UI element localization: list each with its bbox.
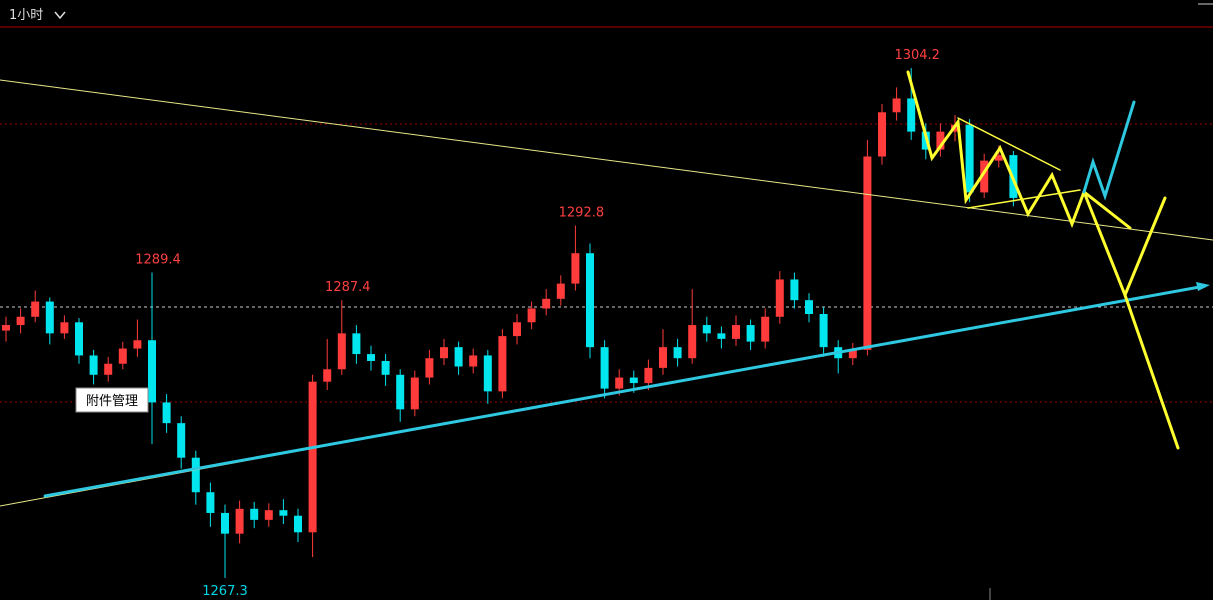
candle-body [440, 347, 448, 359]
drawings [0, 70, 1213, 507]
high-label: 1292.8 [559, 206, 605, 221]
trend-line [957, 117, 1061, 171]
candle-body [892, 98, 901, 113]
low-label: 1267.3 [202, 584, 248, 599]
dropdown-icon[interactable] [54, 11, 66, 20]
candle-body [352, 333, 361, 355]
projection-path [906, 70, 1132, 230]
candle-body [615, 377, 624, 389]
candle-body [162, 402, 171, 424]
candle-body [819, 314, 828, 348]
candle-body [294, 515, 302, 533]
candle-body [31, 301, 40, 317]
candle-body [629, 377, 638, 384]
candle-body [425, 358, 434, 378]
candle-body [75, 322, 83, 356]
candle-body [104, 363, 113, 375]
candle-body [659, 347, 667, 368]
candle-body [980, 160, 989, 193]
candle-body [571, 253, 580, 284]
candle-body [381, 360, 390, 375]
candle-body [907, 98, 916, 132]
candle-body [250, 508, 259, 520]
candle-body [863, 156, 872, 350]
arrow-head [1196, 282, 1210, 291]
candle-body [148, 340, 156, 403]
candle-body [308, 381, 317, 533]
candle-body [206, 492, 215, 513]
candle-body [527, 308, 536, 323]
candle-body [936, 131, 945, 150]
candle-body [673, 347, 682, 359]
candle-body [469, 355, 478, 367]
candle-body [89, 355, 98, 375]
candle-body [542, 298, 551, 309]
candle-body [513, 322, 521, 337]
candle-body [994, 155, 1003, 161]
candle-body [790, 279, 799, 301]
candle-body [965, 124, 974, 193]
candle-body [586, 253, 594, 348]
candle-body [60, 322, 69, 334]
candle-body [2, 325, 10, 331]
candle-body [556, 283, 565, 299]
candle-body [805, 300, 813, 314]
candle-body [323, 369, 332, 382]
high-label: 1304.2 [894, 48, 940, 63]
candle-body [878, 112, 886, 157]
trend-line [43, 284, 1207, 498]
candle-body [16, 316, 25, 326]
candle-body [483, 355, 492, 392]
candle-body [717, 333, 726, 339]
candle-body [191, 457, 200, 493]
candle-body [177, 423, 186, 458]
trend-line [967, 189, 1081, 209]
timeframe[interactable]: 1小时 [9, 8, 43, 23]
candle-body [264, 510, 273, 520]
candle-body [118, 348, 127, 364]
tooltip: 附件管理 [86, 394, 138, 409]
projection-path [1123, 293, 1180, 450]
tooltip-box [75, 387, 149, 413]
candle-body [454, 347, 463, 367]
candle-body [221, 512, 229, 534]
candle-body [600, 347, 609, 389]
high-label: 1289.4 [135, 253, 181, 268]
candle-body [732, 325, 740, 339]
candle-body [337, 333, 346, 370]
projection-path [1082, 100, 1136, 201]
high-label: 1287.4 [325, 280, 371, 295]
candle-body [498, 336, 507, 392]
candle-body [644, 367, 653, 384]
candle-body [279, 510, 288, 516]
candle-body [367, 354, 375, 361]
candle-body [848, 349, 857, 359]
candle-body [761, 316, 770, 342]
candle-body [775, 279, 784, 317]
candle-body [410, 377, 419, 410]
candle-body [235, 508, 244, 534]
candle-body [746, 325, 755, 342]
candle-body [45, 301, 54, 334]
candle-body [702, 325, 711, 334]
candle-body [133, 340, 142, 349]
trend-line [0, 79, 1213, 241]
candle-body [688, 325, 697, 359]
candle-body [396, 374, 405, 410]
